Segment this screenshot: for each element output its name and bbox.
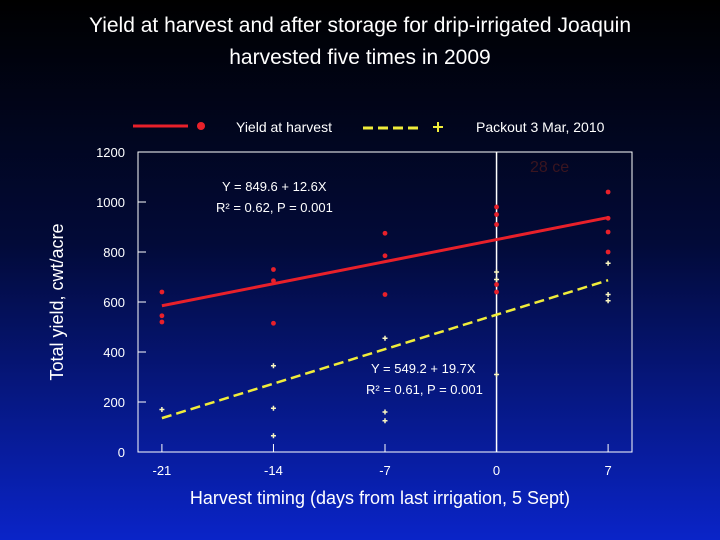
x-tick-label: -14 <box>264 463 283 478</box>
packout-regression-line <box>161 279 609 420</box>
harvest-point <box>271 278 276 284</box>
harvest-point <box>494 204 499 210</box>
harvest-point <box>271 320 276 326</box>
harvest-point <box>605 189 611 195</box>
legend-packout-marker <box>433 122 443 132</box>
y-tick-label: 800 <box>103 245 125 260</box>
packout-point <box>605 298 611 304</box>
harvest-fit-stats: R² = 0.62, P = 0.001 <box>216 200 333 215</box>
y-tick-label: 400 <box>103 345 125 360</box>
harvest-regression-line <box>161 216 609 308</box>
packout-point <box>270 405 276 411</box>
harvest-point <box>605 215 611 221</box>
harvest-point <box>159 313 165 319</box>
x-tick-label: 0 <box>493 463 500 478</box>
chart-title: Yield at harvest and after storage for d… <box>0 10 720 74</box>
chart-title-line-2: harvested five times in 2009 <box>229 46 491 69</box>
harvest-fit-equation: Y = 849.6 + 12.6X <box>222 179 327 194</box>
packout-point <box>494 269 500 275</box>
legend-packout-label: Packout 3 Mar, 2010 <box>476 119 605 135</box>
packout-point <box>494 277 500 282</box>
packout-point <box>494 372 500 377</box>
x-tick-label: -21 <box>153 463 172 478</box>
packout-fit-stats: R² = 0.61, P = 0.001 <box>366 382 483 397</box>
harvest-point <box>605 249 611 255</box>
packout-point <box>382 418 388 424</box>
x-axis-title: Harvest timing (days from last irrigatio… <box>189 488 571 508</box>
x-tick-label: -7 <box>379 463 391 478</box>
chart-title-line-1: Yield at harvest and after storage for d… <box>88 14 632 37</box>
x-tick-label: 7 <box>604 463 611 478</box>
legend-harvest-label: Yield at harvest <box>236 119 332 135</box>
packout-point <box>159 407 165 412</box>
plot-area: 0 200 400 600 800 1000 1200 -21 -14 -7 0 7 Y = 849.6… <box>96 145 633 478</box>
harvest-point <box>271 267 276 272</box>
y-tick-label: 200 <box>103 395 125 410</box>
harvest-point <box>494 212 499 217</box>
plot-frame <box>137 151 633 453</box>
packout-point <box>605 260 611 266</box>
harvest-point <box>159 289 165 295</box>
packout-point <box>270 363 276 369</box>
legend: Yield at harvest Packout 3 Mar, 2010 <box>133 119 605 135</box>
y-tick-label: 0 <box>118 445 125 460</box>
y-tick-label: 1200 <box>96 145 125 160</box>
y-tick-label: 600 <box>103 295 125 310</box>
harvest-point <box>494 282 499 287</box>
packout-fit-equation: Y = 549.2 + 19.7X <box>371 361 476 376</box>
packout-point <box>382 409 388 415</box>
packout-point <box>382 335 388 341</box>
y-tick-label: 1000 <box>96 195 125 210</box>
harvest-point <box>605 229 611 235</box>
packout-point <box>605 292 611 297</box>
faint-overlay-text: 28 ce <box>530 159 569 176</box>
legend-harvest-marker <box>197 122 205 130</box>
harvest-point <box>494 222 499 227</box>
harvest-point <box>159 319 165 325</box>
harvest-point <box>382 292 388 297</box>
harvest-point <box>494 289 499 295</box>
harvest-point <box>382 253 388 259</box>
y-axis-title: Total yield, cwt/acre <box>47 223 67 381</box>
packout-point <box>270 433 276 439</box>
harvest-point <box>382 230 388 236</box>
